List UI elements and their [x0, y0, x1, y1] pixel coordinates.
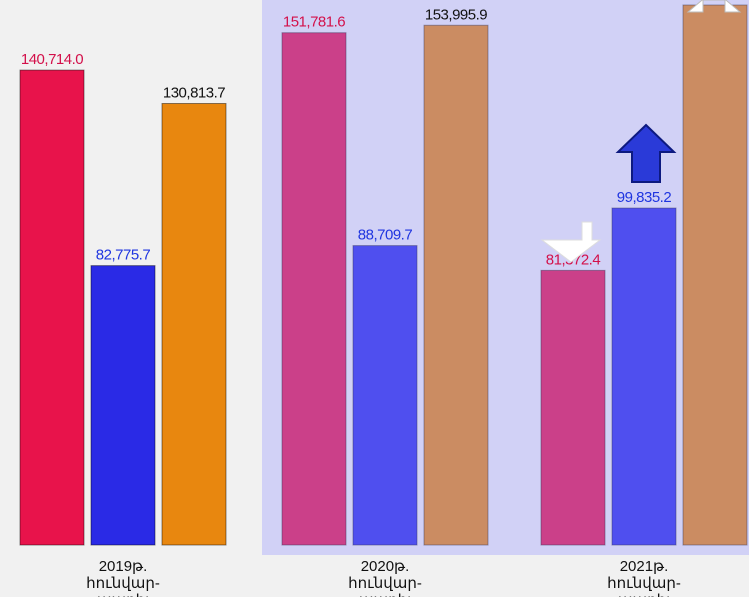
- value-label: 99,835.2: [617, 189, 672, 206]
- bar: [281, 32, 347, 546]
- bar: [682, 4, 748, 546]
- up-arrow: [615, 123, 677, 183]
- bar: [352, 245, 418, 546]
- labels: 140,714.0 82,775.7 130,813.7 151,781.6 88,70…: [21, 6, 672, 268]
- value-label: 130,813.7: [163, 85, 225, 102]
- bar: [423, 24, 489, 546]
- value-label: 140,714.0: [21, 51, 83, 68]
- value-label: 151,781.6: [283, 14, 345, 31]
- up-arrow-partial: [686, 0, 742, 13]
- bar: [540, 269, 606, 546]
- bar: [161, 103, 227, 546]
- value-label: 82,775.7: [96, 247, 151, 264]
- x-tick-label: 2019թ. հունվար-ապրիլ: [86, 558, 160, 597]
- bar: [90, 265, 156, 546]
- bar: [19, 69, 85, 546]
- down-arrow: [540, 221, 602, 263]
- highlight-band: [262, 0, 749, 555]
- bars: [19, 4, 748, 546]
- value-label: 153,995.9: [425, 6, 487, 23]
- x-tick-label: 2021թ. հունվար-ապրիլ: [607, 558, 681, 597]
- value-label: 88,709.7: [358, 227, 413, 244]
- bar: [611, 207, 677, 546]
- x-tick-label: 2020թ. հունվար-ապրիլ: [348, 558, 422, 597]
